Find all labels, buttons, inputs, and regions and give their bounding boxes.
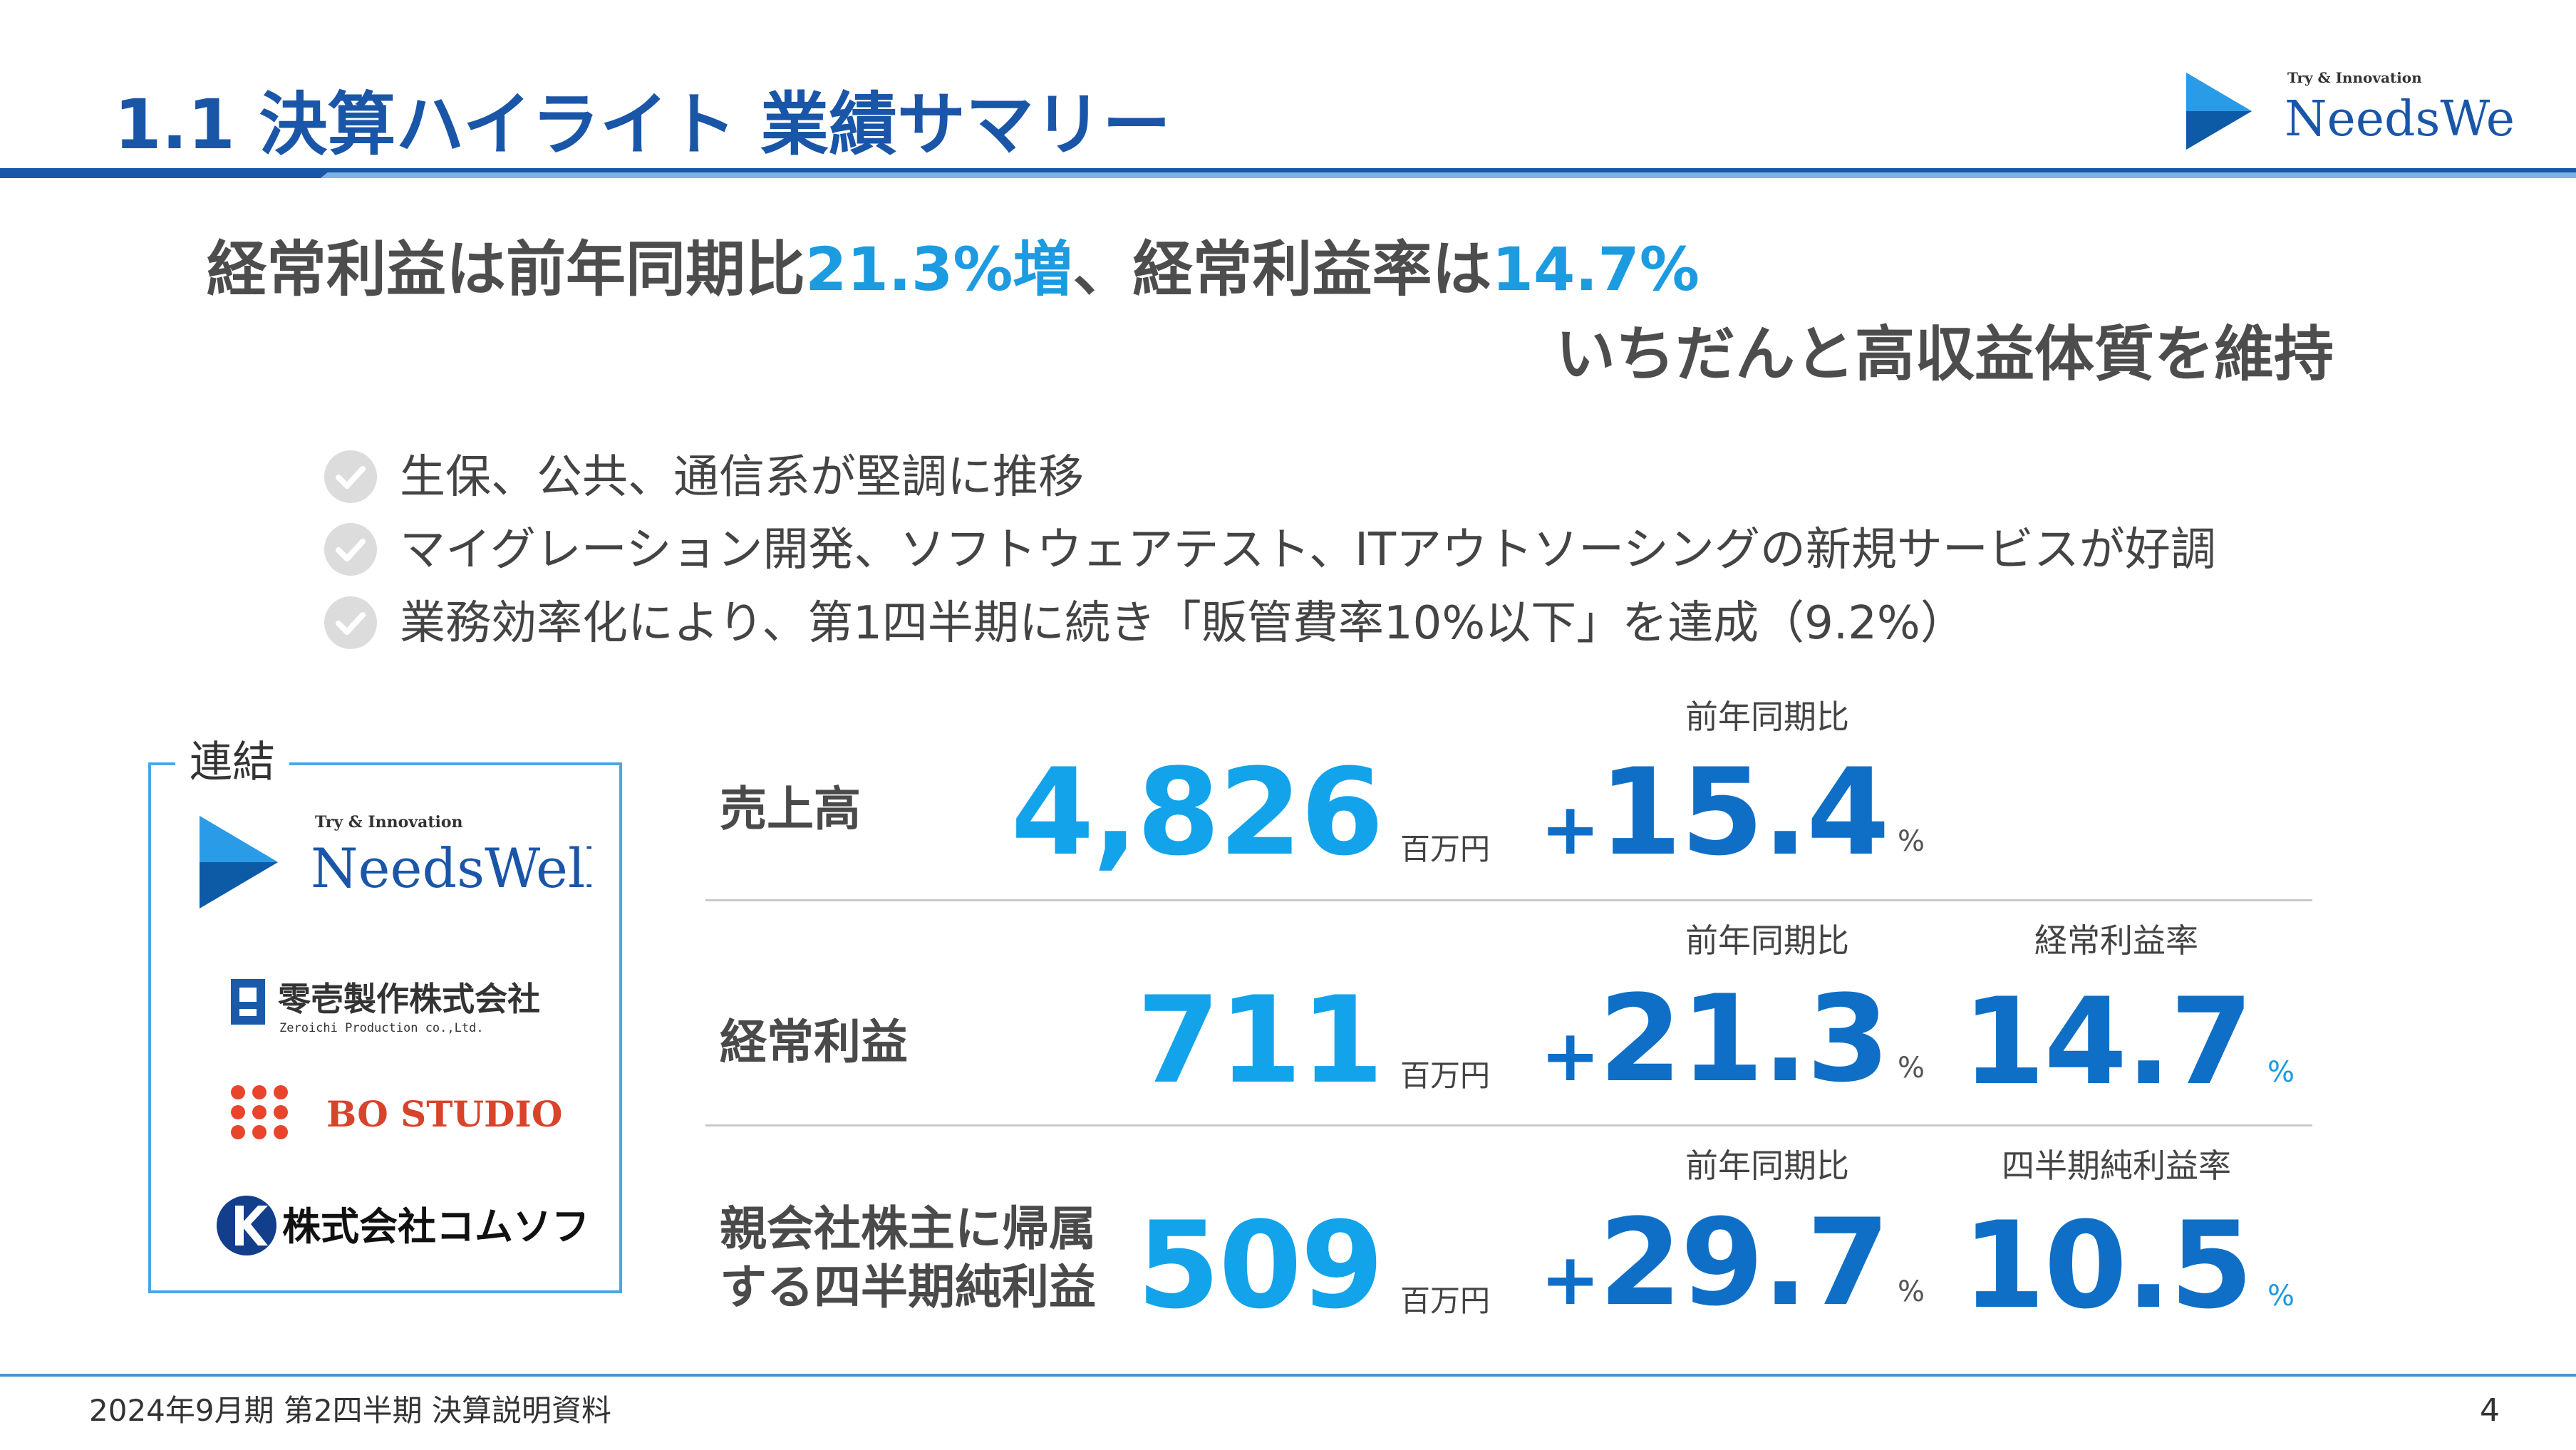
comsoft-logo: 株式会社コムソフト: [217, 1196, 584, 1255]
net-value: 509: [1137, 1196, 1384, 1335]
yoy-header: 前年同期比: [1685, 1146, 1849, 1185]
header-rule: [0, 168, 2576, 178]
net-yoy-unit: %: [1898, 1275, 1925, 1308]
bullet-text: 業務効率化により、第1四半期に続き「販管費率10%以下」を達成（9.2%）: [400, 597, 1966, 650]
logo-name: NeedsWell: [311, 837, 591, 900]
headline-line-1: 経常利益は前年同期比21.3%増、経常利益率は14.7%: [207, 227, 1700, 312]
sales-yoy-unit: %: [1898, 825, 1925, 858]
bullet-item: 業務効率化により、第1四半期に続き「販管費率10%以下」を達成（9.2%）: [324, 588, 1966, 659]
headline-accent-growth: 21.3%増: [805, 234, 1073, 304]
needswell-logo: Try & Innovation NeedsWell: [200, 813, 591, 908]
needswell-logo: Try & Innovation NeedsWell: [2186, 69, 2515, 150]
ordinary-unit: 百万円: [1400, 1058, 1491, 1093]
logo-tagline: Try & Innovation: [2287, 69, 2422, 86]
ordinary-ratio-header: 経常利益率: [2034, 921, 2198, 960]
net-ratio: 10.5: [1962, 1196, 2253, 1335]
net-yoy: +29.7: [1489, 1191, 1890, 1334]
plus-sign: +: [1540, 787, 1600, 871]
net-ratio-unit: %: [2267, 1280, 2295, 1312]
net-ratio-header: 四半期純利益率: [2002, 1146, 2231, 1185]
headline-accent-ratio: 14.7%: [1491, 234, 1700, 304]
footer-text: 2024年9月期 第2四半期 決算説明資料: [89, 1393, 612, 1428]
ordinary-label: 経常利益: [720, 1015, 908, 1070]
bullet-item: マイグレーション開発、ソフトウェアテスト、ITアウトソーシングの新規サービスが好…: [324, 514, 2216, 586]
ordinary-yoy-value: 21.3: [1598, 969, 1890, 1109]
footer-rule: [0, 1374, 2576, 1377]
check-circle-icon: [324, 450, 377, 504]
zeroichi-subname: Zeroichi Production co.,Ltd.: [279, 1021, 484, 1035]
yoy-header: 前年同期比: [1685, 921, 1849, 960]
ordinary-yoy-unit: %: [1898, 1052, 1925, 1084]
net-unit: 百万円: [1400, 1283, 1491, 1318]
consolidated-group-box: [148, 762, 622, 1293]
yoy-header: 前年同期比: [1685, 698, 1849, 736]
ordinary-yoy: +21.3: [1489, 968, 1890, 1110]
sales-value: 4,826: [1010, 742, 1384, 882]
ordinary-ratio: 14.7: [1962, 972, 2253, 1112]
bostudio-logo: BO STUDIO: [231, 1085, 562, 1139]
ordinary-value: 711: [1137, 970, 1384, 1110]
headline-text: 経常利益は前年同期比: [207, 234, 806, 304]
sales-yoy-value: 15.4: [1598, 742, 1890, 882]
page-title: 1.1 決算ハイライト 業績サマリー: [114, 85, 1171, 165]
plus-sign: +: [1540, 1014, 1600, 1097]
zeroichi-name: 零壱製作株式会社: [278, 980, 540, 1018]
net-label: 親会社株主に帰属 する四半期純利益: [720, 1201, 1096, 1315]
comsoft-name: 株式会社コムソフト: [282, 1204, 584, 1249]
bullet-text: マイグレーション開発、ソフトウェアテスト、ITアウトソーシングの新規サービスが好…: [400, 524, 2216, 576]
page-number: 4: [2480, 1392, 2500, 1429]
ordinary-ratio-unit: %: [2267, 1056, 2295, 1089]
sales-yoy: +15.4: [1489, 741, 1890, 884]
bullet-text: 生保、公共、通信系が堅調に推移: [400, 451, 1084, 504]
net-yoy-value: 29.7: [1598, 1193, 1890, 1332]
bostudio-name: BO STUDIO: [326, 1093, 562, 1135]
logo-name: NeedsWell: [2285, 91, 2515, 147]
check-circle-icon: [324, 596, 377, 650]
sales-label: 売上高: [720, 782, 861, 837]
check-circle-icon: [324, 523, 377, 576]
row-divider: [705, 899, 2312, 901]
sales-unit: 百万円: [1400, 832, 1491, 866]
bullet-item: 生保、公共、通信系が堅調に推移: [324, 442, 1084, 513]
consolidated-label: 連結: [175, 734, 289, 791]
headline-text: 、経常利益率は: [1072, 234, 1492, 304]
headline-line-2: いちだんと高収益体質を維持: [1555, 319, 2334, 389]
row-divider: [705, 1124, 2312, 1127]
zeroichi-logo: 零壱製作株式会社 Zeroichi Production co.,Ltd.: [231, 979, 540, 1035]
logo-tagline: Try & Innovation: [315, 813, 463, 832]
plus-sign: +: [1540, 1238, 1600, 1321]
